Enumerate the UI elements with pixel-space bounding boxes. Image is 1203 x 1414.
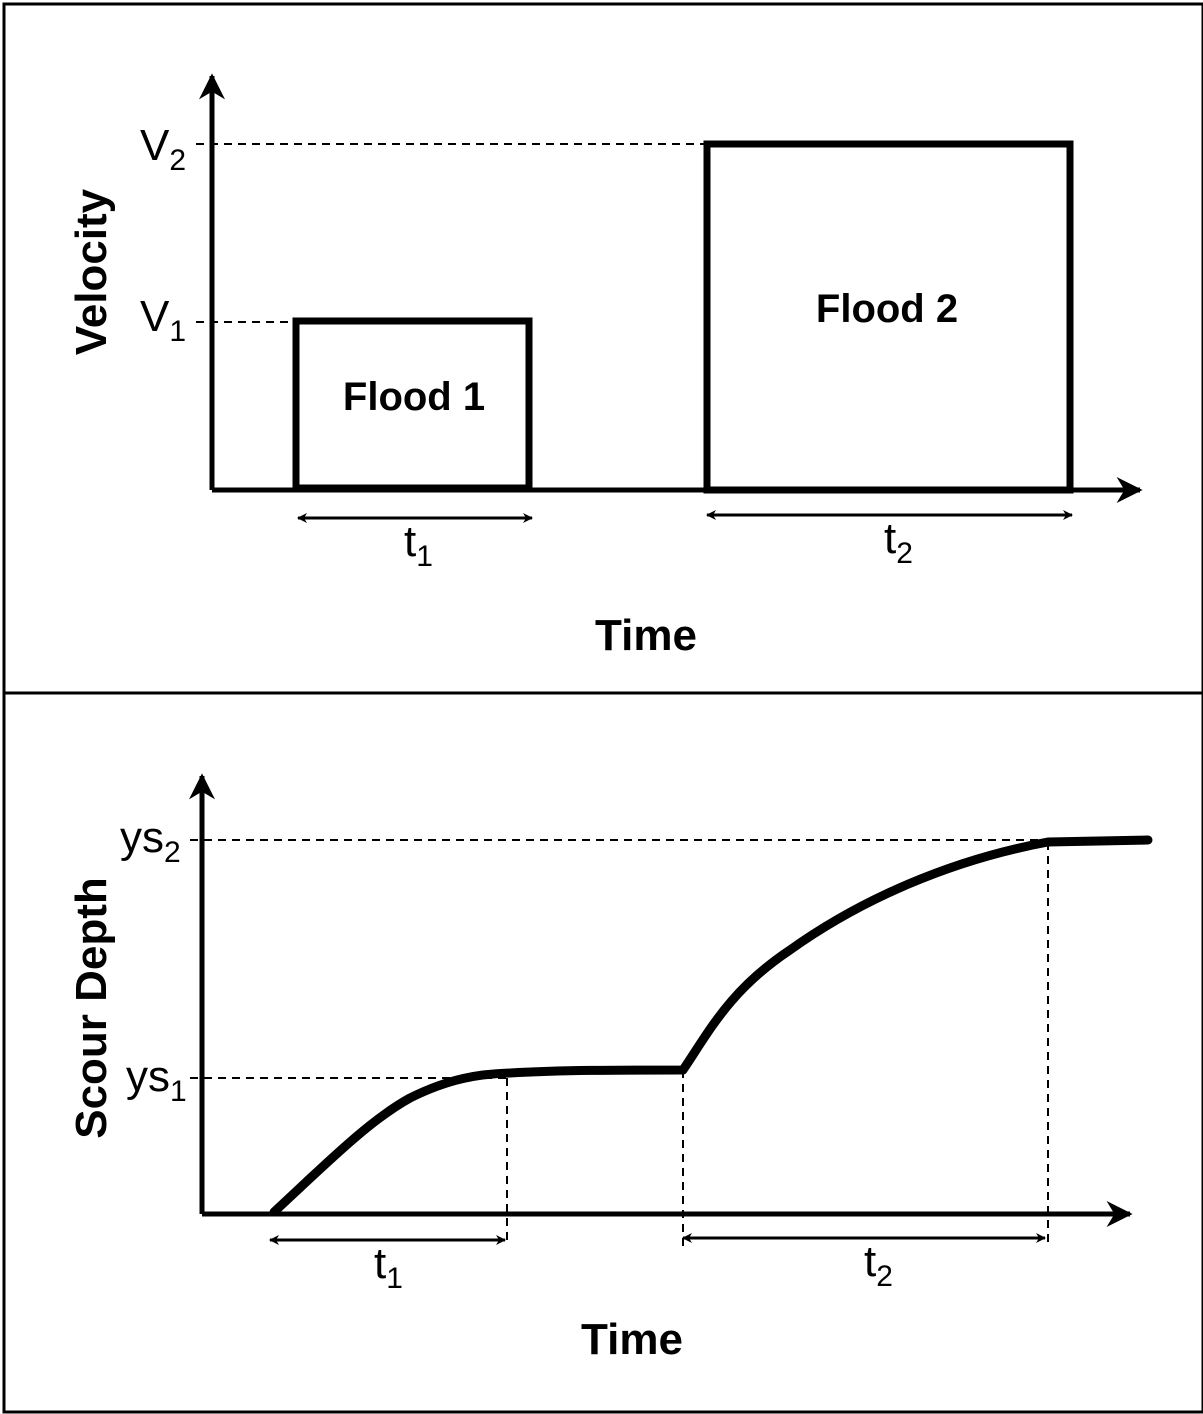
flood-1-label: Flood 1	[343, 375, 485, 419]
v2-level-label: V2	[140, 121, 186, 177]
bottom-y-axis-title: Scour Depth	[67, 877, 116, 1139]
flood-2-box	[703, 140, 1074, 494]
scour-depth-curve	[269, 835, 1153, 1217]
ys1-level-label: ys1	[126, 1052, 187, 1108]
bottom-x-axis-title: Time	[581, 1315, 683, 1364]
t2-label: t2	[884, 514, 913, 570]
t2-label: t2	[864, 1237, 893, 1293]
ys2-level-label: ys2	[120, 813, 181, 869]
v1-level-label: V1	[140, 292, 186, 348]
flood-2-label: Flood 2	[816, 287, 958, 331]
top-x-axis-title: Time	[595, 611, 697, 660]
flood-1-box	[292, 317, 533, 492]
t1-label: t1	[374, 1239, 403, 1295]
t1-label: t1	[404, 517, 433, 573]
bottom-panel: ys2 ys1 t1 t2 Time Scour Depth	[67, 773, 1153, 1364]
top-y-axis-title: Velocity	[67, 188, 116, 355]
top-panel: Flood 1 Flood 2 V2 V1 t1 t2 Time Velocit…	[67, 73, 1143, 660]
